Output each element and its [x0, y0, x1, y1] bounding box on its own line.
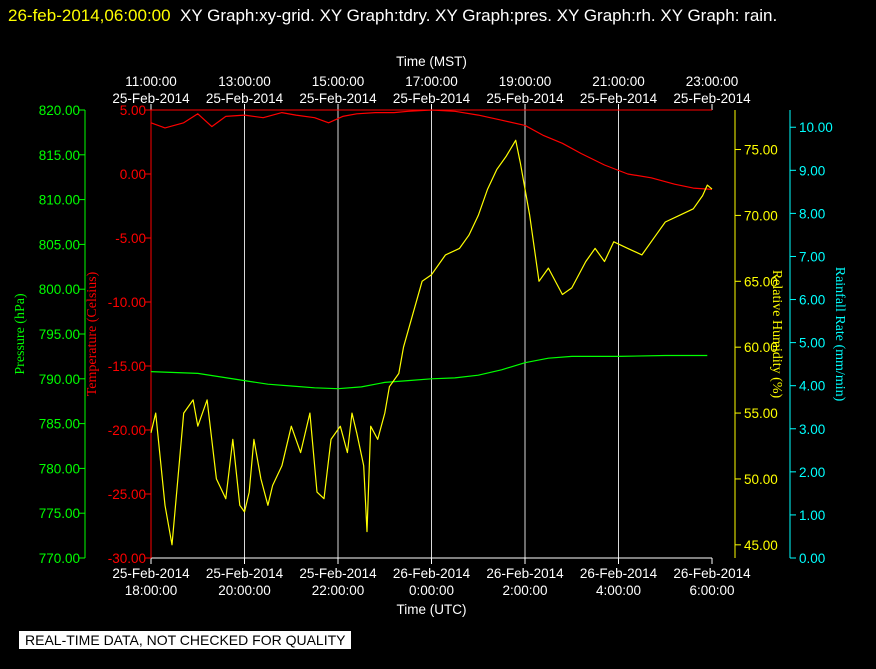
top-tick-time: 11:00:00: [125, 74, 177, 89]
pressure-tick-label: 805.00: [39, 237, 80, 252]
axes: [79, 104, 796, 564]
bottom-tick-time: 4:00:00: [596, 583, 641, 598]
top-tick-date: 25-Feb-2014: [206, 91, 284, 106]
quality-notice: REAL-TIME DATA, NOT CHECKED FOR QUALITY: [19, 631, 352, 649]
top-tick-date: 25-Feb-2014: [299, 91, 377, 106]
rh-series-line: [150, 139, 713, 546]
temperature-tick-label: -5.00: [115, 231, 146, 246]
pressure-tick-label: 775.00: [39, 506, 80, 521]
humidity-tick-label: 50.00: [744, 472, 778, 487]
bottom-tick-time: 2:00:00: [502, 583, 547, 598]
pressure-tick-label: 795.00: [39, 327, 80, 342]
bottom-tick-time: 0:00:00: [409, 583, 454, 598]
rainfall-tick-label: 0.00: [799, 551, 825, 566]
pressure-tick-label: 790.00: [39, 372, 80, 387]
top-tick-time: 13:00:00: [218, 74, 271, 89]
bottom-tick-date: 26-Feb-2014: [486, 566, 564, 581]
pressure-tick-label: 810.00: [39, 193, 80, 208]
top-tick-date: 25-Feb-2014: [112, 91, 190, 106]
rainfall-tick-label: 4.00: [799, 379, 825, 394]
bottom-tick-time: 20:00:00: [218, 583, 271, 598]
pressure-tick-label: 800.00: [39, 282, 80, 297]
title-graph-list: XY Graph:xy-grid. XY Graph:tdry. XY Grap…: [180, 6, 778, 25]
bottom-tick-date: 25-Feb-2014: [112, 566, 190, 581]
temperature-tick-label: 5.00: [120, 103, 146, 118]
temperature-tick-label: -25.00: [108, 487, 146, 502]
rainfall-tick-label: 6.00: [799, 293, 825, 308]
top-tick-date: 25-Feb-2014: [580, 91, 658, 106]
rainfall-tick-label: 8.00: [799, 206, 825, 221]
bottom-tick-time: 6:00:00: [689, 583, 734, 598]
bottom-tick-time: 22:00:00: [312, 583, 365, 598]
rainfall-tick-label: 10.00: [799, 120, 833, 135]
humidity-tick-label: 45.00: [744, 538, 778, 553]
bottom-tick-time: 18:00:00: [125, 583, 178, 598]
humidity-tick-label: 75.00: [744, 143, 778, 158]
bottom-tick-date: 25-Feb-2014: [206, 566, 284, 581]
humidity-tick-label: 60.00: [744, 340, 778, 355]
pres-series-line: [150, 354, 708, 390]
rainfall-tick-label: 1.00: [799, 508, 825, 523]
tdry-series-line: [150, 109, 713, 190]
temperature-axis-label: Temperature (Celsius): [85, 271, 100, 396]
humidity-axis-label: Relative Humidity (%): [769, 270, 784, 399]
top-tick-time: 19:00:00: [499, 74, 552, 89]
pressure-tick-label: 780.00: [39, 461, 80, 476]
temperature-tick-label: -10.00: [108, 295, 146, 310]
pressure-tick-label: 785.00: [39, 417, 80, 432]
top-tick-date: 25-Feb-2014: [673, 91, 751, 106]
bottom-tick-date: 26-Feb-2014: [673, 566, 751, 581]
pressure-tick-label: 770.00: [39, 551, 80, 566]
rainfall-tick-label: 7.00: [799, 249, 825, 264]
pressure-tick-label: 820.00: [39, 103, 80, 118]
top-tick-time: 17:00:00: [405, 74, 458, 89]
temperature-tick-label: -15.00: [108, 359, 146, 374]
title-timestamp: 26-feb-2014,06:00:00: [8, 6, 171, 25]
series-lines: [150, 109, 713, 546]
rainfall-tick-label: 3.00: [799, 422, 825, 437]
bottom-tick-date: 26-Feb-2014: [580, 566, 658, 581]
bottom-axis-label: Time (UTC): [397, 602, 467, 617]
top-tick-time: 15:00:00: [312, 74, 365, 89]
temperature-tick-label: -30.00: [108, 551, 146, 566]
pressure-axis-label: Pressure (hPa): [13, 293, 28, 375]
top-tick-time: 21:00:00: [592, 74, 645, 89]
temperature-tick-label: -20.00: [108, 423, 146, 438]
top-axis-label: Time (MST): [396, 54, 467, 69]
grid-lines: [244, 110, 619, 558]
bottom-tick-date: 26-Feb-2014: [393, 566, 471, 581]
temperature-tick-label: 0.00: [120, 167, 146, 182]
pressure-tick-label: 815.00: [39, 148, 80, 163]
top-tick-date: 25-Feb-2014: [393, 91, 471, 106]
bottom-tick-date: 25-Feb-2014: [299, 566, 377, 581]
humidity-tick-label: 55.00: [744, 406, 778, 421]
humidity-tick-label: 70.00: [744, 208, 778, 223]
top-tick-date: 25-Feb-2014: [486, 91, 564, 106]
humidity-tick-label: 65.00: [744, 274, 778, 289]
chart-title: 26-feb-2014,06:00:00 XY Graph:xy-grid. X…: [8, 2, 868, 29]
rainfall-tick-label: 2.00: [799, 465, 825, 480]
axis-labels: 25-Feb-2014 18:00:00 25-Feb-2014 20:00:00 25…: [13, 54, 847, 617]
top-tick-time: 23:00:00: [686, 74, 739, 89]
rainfall-tick-label: 5.00: [799, 336, 825, 351]
rainfall-tick-label: 9.00: [799, 163, 825, 178]
meteogram-chart: 25-Feb-2014 18:00:00 25-Feb-2014 20:00:00 25…: [13, 54, 847, 617]
rainfall-axis-label: Rainfall Rate (mm/min): [832, 267, 847, 402]
